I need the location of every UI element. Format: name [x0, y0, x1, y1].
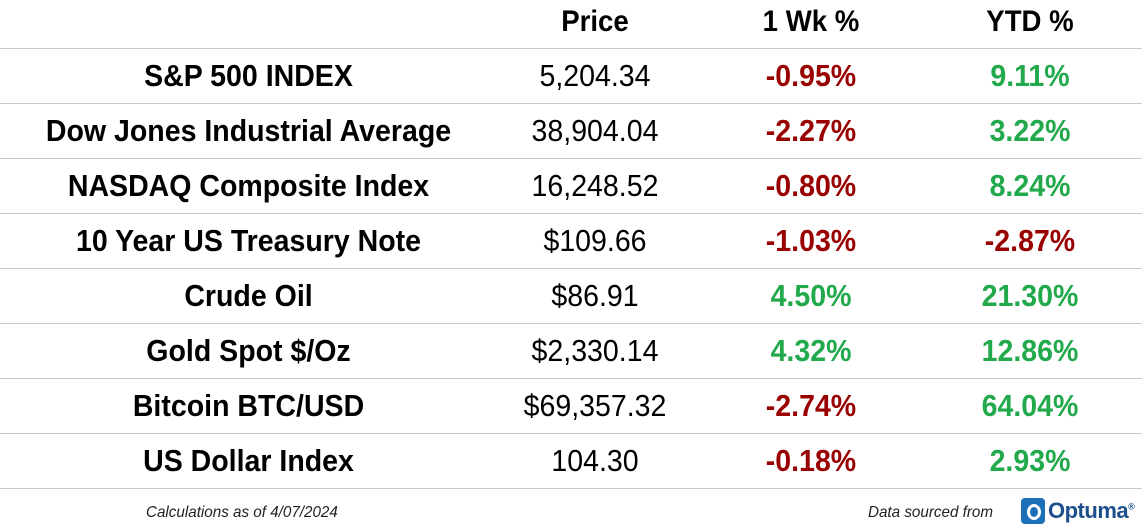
one-week-change: -2.74% — [765, 388, 857, 423]
ytd-change: 2.93% — [989, 443, 1071, 478]
instrument-name: NASDAQ Composite Index — [67, 168, 430, 203]
ytd-change: 21.30% — [981, 278, 1079, 313]
ytd-change: 8.24% — [989, 168, 1071, 203]
price-value: 5,204.34 — [539, 58, 651, 93]
table-row: US Dollar Index 104.30 -0.18% 2.93% — [0, 433, 1142, 489]
price-value: $86.91 — [551, 278, 639, 313]
one-week-change: -0.80% — [765, 168, 857, 203]
calculation-date-note: Calculations as of 4/07/2024 — [146, 504, 338, 521]
instrument-name: 10 Year US Treasury Note — [75, 223, 422, 258]
ytd-change: 12.86% — [981, 333, 1079, 368]
bottom-divider — [0, 488, 1142, 489]
price-value: $2,330.14 — [531, 333, 659, 368]
one-week-change: -2.27% — [765, 113, 857, 148]
price-value: $69,357.32 — [523, 388, 667, 423]
instrument-name: US Dollar Index — [143, 443, 354, 478]
data-source-note: Data sourced from — [868, 504, 994, 521]
instrument-name: S&P 500 INDEX — [144, 58, 353, 93]
table-row: Bitcoin BTC/USD $69,357.32 -2.74% 64.04% — [0, 378, 1142, 434]
price-value: 104.30 — [551, 443, 639, 478]
one-week-change: -0.18% — [765, 443, 857, 478]
header-ytd: YTD % — [986, 5, 1074, 38]
ytd-change: 9.11% — [990, 58, 1070, 93]
one-week-change: -1.03% — [765, 223, 857, 258]
one-week-change: 4.32% — [770, 333, 852, 368]
ytd-change: 3.22% — [989, 113, 1071, 148]
ytd-change: -2.87% — [984, 223, 1076, 258]
table-row: NASDAQ Composite Index 16,248.52 -0.80% 8.2… — [0, 158, 1142, 214]
table-row: 10 Year US Treasury Note $109.66 -1.03% -2.… — [0, 213, 1142, 269]
optuma-logo: Optuma® — [1021, 498, 1135, 524]
optuma-logo-icon — [1021, 498, 1045, 524]
table-row: Dow Jones Industrial Average 38,904.04 -2.… — [0, 103, 1142, 159]
table-row: Crude Oil $86.91 4.50% 21.30% — [0, 268, 1142, 324]
ytd-change: 64.04% — [981, 388, 1079, 423]
optuma-logo-text: Optuma® — [1048, 498, 1135, 523]
table-row: Gold Spot $/Oz $2,330.14 4.32% 12.86% — [0, 323, 1142, 379]
price-value: $109.66 — [543, 223, 647, 258]
instrument-name: Gold Spot $/Oz — [146, 333, 351, 368]
instrument-name: Dow Jones Industrial Average — [45, 113, 452, 148]
header-price: Price — [561, 5, 629, 38]
instrument-name: Crude Oil — [184, 278, 313, 313]
one-week-change: -0.95% — [765, 58, 857, 93]
header-row: Price 1 Wk % YTD % — [0, 0, 1142, 48]
one-week-change: 4.50% — [770, 278, 852, 313]
price-value: 16,248.52 — [531, 168, 659, 203]
price-value: 38,904.04 — [531, 113, 659, 148]
instrument-name: Bitcoin BTC/USD — [132, 388, 365, 423]
header-1wk: 1 Wk % — [762, 5, 860, 38]
table-row: S&P 500 INDEX 5,204.34 -0.95% 9.11% — [0, 48, 1142, 104]
